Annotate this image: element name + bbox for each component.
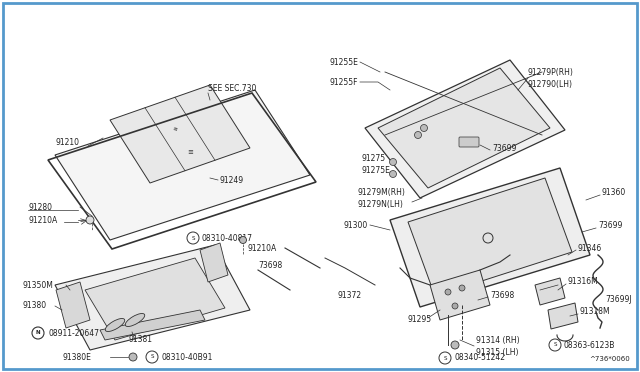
Circle shape <box>420 125 428 131</box>
Text: S: S <box>191 235 195 241</box>
Text: 91315 (LH): 91315 (LH) <box>476 347 518 356</box>
Text: 91279M(RH): 91279M(RH) <box>358 187 406 196</box>
Polygon shape <box>408 178 572 296</box>
Text: S: S <box>150 355 154 359</box>
Polygon shape <box>430 270 490 320</box>
Text: 91280: 91280 <box>28 202 52 212</box>
Text: 91314 (RH): 91314 (RH) <box>476 336 520 344</box>
Text: 91316M: 91316M <box>568 278 599 286</box>
Text: ≡: ≡ <box>187 149 193 155</box>
Text: 91279N(LH): 91279N(LH) <box>358 199 404 208</box>
Ellipse shape <box>125 314 145 327</box>
Polygon shape <box>55 90 310 240</box>
Text: 91300: 91300 <box>344 221 368 230</box>
Polygon shape <box>56 282 90 328</box>
Text: 91275: 91275 <box>362 154 386 163</box>
Circle shape <box>415 131 422 138</box>
Polygon shape <box>85 258 225 340</box>
Text: 73699: 73699 <box>492 144 516 153</box>
Circle shape <box>459 285 465 291</box>
Text: S: S <box>553 343 557 347</box>
Text: 91255E: 91255E <box>329 58 358 67</box>
Text: 73698: 73698 <box>490 291 515 299</box>
Text: 91295: 91295 <box>408 315 432 324</box>
Polygon shape <box>378 68 550 188</box>
Text: 91360: 91360 <box>602 187 627 196</box>
Circle shape <box>390 158 397 166</box>
Text: 73699: 73699 <box>598 221 622 230</box>
Text: 91275E: 91275E <box>362 166 391 174</box>
Text: 91210: 91210 <box>55 138 79 147</box>
Polygon shape <box>535 278 565 305</box>
Text: 08363-6123B: 08363-6123B <box>564 340 616 350</box>
Circle shape <box>451 341 459 349</box>
Circle shape <box>129 353 137 361</box>
Text: 73699J: 73699J <box>605 295 632 305</box>
Circle shape <box>239 237 246 244</box>
Polygon shape <box>548 303 578 329</box>
Text: 91381: 91381 <box>128 336 152 344</box>
FancyBboxPatch shape <box>459 137 479 147</box>
Text: S: S <box>444 356 447 360</box>
Polygon shape <box>100 310 205 340</box>
Text: 08911-20647: 08911-20647 <box>48 328 99 337</box>
Polygon shape <box>365 60 565 198</box>
Circle shape <box>86 216 94 224</box>
Ellipse shape <box>105 318 125 331</box>
Text: ≡: ≡ <box>172 125 178 131</box>
Polygon shape <box>390 168 590 307</box>
Text: 91350M: 91350M <box>22 280 53 289</box>
Text: 91255F: 91255F <box>330 77 358 87</box>
Text: 91346: 91346 <box>578 244 602 253</box>
Text: 73698: 73698 <box>258 260 282 269</box>
Text: N: N <box>36 330 40 336</box>
Text: 08310-40B91: 08310-40B91 <box>161 353 212 362</box>
Text: 912790(LH): 912790(LH) <box>528 80 573 89</box>
Text: 91372: 91372 <box>338 291 362 299</box>
Text: 91380E: 91380E <box>62 353 91 362</box>
Text: SEE SEC.730: SEE SEC.730 <box>208 83 257 93</box>
Text: 91380: 91380 <box>22 301 46 310</box>
Text: 91318M: 91318M <box>580 308 611 317</box>
Polygon shape <box>55 245 250 350</box>
Text: 08310-40817: 08310-40817 <box>202 234 253 243</box>
Circle shape <box>390 170 397 177</box>
Text: 91210A: 91210A <box>28 215 57 224</box>
Text: 91249: 91249 <box>220 176 244 185</box>
Text: 91279P(RH): 91279P(RH) <box>528 67 574 77</box>
Text: ^736*0060: ^736*0060 <box>589 356 630 362</box>
Text: 91210A: 91210A <box>248 244 277 253</box>
Circle shape <box>445 289 451 295</box>
Polygon shape <box>110 85 250 183</box>
Polygon shape <box>200 243 228 282</box>
Circle shape <box>452 303 458 309</box>
Text: 08340-51242: 08340-51242 <box>455 353 506 362</box>
